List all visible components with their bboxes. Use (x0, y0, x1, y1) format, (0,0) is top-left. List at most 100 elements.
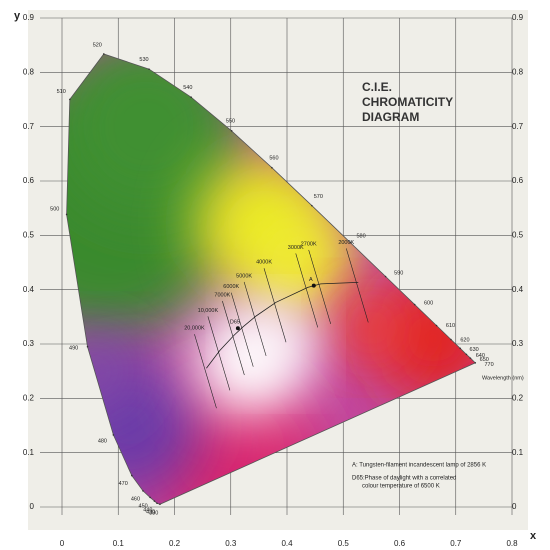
y-tick-label-right: 0.3 (512, 339, 524, 348)
wavelength-label: 430 (146, 510, 155, 516)
color-blob (336, 292, 407, 363)
wavelength-label: 590 (394, 270, 403, 276)
wavelength-label: 640 (476, 353, 485, 359)
isotemperature-line (263, 268, 287, 343)
locus-point (311, 204, 313, 207)
y-axis-label: y (14, 10, 21, 22)
wavelength-label: 530 (139, 57, 148, 63)
overlay: 0 0.1 0.2 0.3 0.4 0.5 0.6 0.7 0.8 0 0 0.1 0.1 0.2 0.2 0… (23, 13, 524, 548)
wavelength-label: 440 (143, 507, 152, 513)
locus-point (349, 241, 352, 244)
y-tick-label: 0.6 (23, 176, 35, 185)
y-tick-label-right: 0.2 (512, 393, 524, 402)
note: colour temperature of 6500 K (362, 484, 440, 490)
wavelength-label: 600 (424, 301, 433, 307)
y-tick-label: 0.1 (23, 448, 35, 457)
wavelength-label: 460 (131, 497, 140, 503)
isotemperature-line (207, 316, 231, 391)
locus-point (112, 434, 115, 436)
y-tick-label-right: 0.8 (512, 67, 524, 76)
wavelength-axis-label: Wavelength (nm) (482, 375, 524, 381)
y-tick-label: 0.9 (23, 13, 35, 22)
isotemperature-line (243, 281, 267, 357)
y-tick-label: 0.4 (23, 285, 35, 294)
spectral-locus (66, 53, 476, 505)
temperature-label: 3000K (288, 245, 304, 251)
y-tick-label-right: 0.7 (512, 122, 524, 131)
wavelength-label: 650 (480, 357, 489, 363)
locus-point (230, 130, 233, 132)
planckian-locus (206, 282, 359, 369)
y-tick-label: 0.5 (23, 230, 35, 239)
isotemperature-line (230, 292, 254, 367)
x-tick-label: 0 (60, 539, 65, 548)
wavelength-label: 490 (69, 345, 78, 351)
temperature-label: 10,000K (198, 308, 219, 314)
x-tick-label: 0.1 (113, 539, 125, 548)
y-tick-label: 0.2 (23, 393, 35, 402)
isotemperature-line (295, 253, 319, 328)
temperature-label: 2000K (338, 240, 354, 246)
y-tick-label: 0 (30, 502, 35, 511)
color-blob (240, 309, 311, 379)
isotemperature-line (345, 248, 369, 323)
locus-point (156, 502, 158, 505)
x-tick-label: 0.6 (394, 539, 406, 548)
locus-point (86, 345, 89, 348)
y-tick-label: 0.7 (23, 122, 35, 131)
y-tick-label-right: 0.5 (512, 230, 524, 239)
title-line: CHROMATICITY (362, 95, 453, 109)
wavelength-label: 500 (50, 207, 59, 213)
temperature-label: 2700K (301, 241, 317, 247)
y-tick-label: 0.8 (23, 67, 35, 76)
isotemperature-line (194, 334, 217, 409)
wavelength-label: 560 (269, 155, 278, 161)
locus-point (153, 500, 156, 502)
wavelength-label: 520 (93, 43, 102, 49)
x-tick-label: 0.5 (338, 539, 350, 548)
locus-point (474, 362, 477, 364)
wavelength-label: 540 (183, 85, 192, 91)
y-tick-label-right: 0.4 (512, 285, 524, 294)
title-line: DIAGRAM (362, 110, 419, 124)
wavelength-label: 570 (314, 194, 323, 200)
y-tick-label-right: 0 (512, 502, 517, 511)
temperature-label: 20,000K (184, 326, 205, 332)
note: D65:Phase of daylight with a correlated (352, 476, 456, 482)
temperature-label: 7000K (214, 292, 230, 298)
wavelength-label: 480 (98, 439, 107, 445)
y-tick-label-right: 0.1 (512, 448, 524, 457)
reference-label: D65 (230, 320, 240, 326)
wavelength-label: 620 (460, 338, 469, 344)
locus-point (469, 357, 472, 359)
locus-point (450, 338, 452, 341)
temperature-label: 5000K (236, 273, 252, 279)
wavelength-label: 610 (446, 323, 455, 329)
wavelength-label: 770 (485, 362, 494, 368)
locus-point (65, 213, 68, 216)
reference-point (235, 326, 240, 331)
x-axis-label: x (530, 530, 537, 542)
temperature-label: 6000K (223, 284, 239, 290)
wavelength-label: 550 (226, 118, 235, 124)
x-tick-label: 0.3 (225, 539, 237, 548)
wavelength-label: 630 (470, 347, 479, 353)
wavelength-label: 380 (149, 511, 158, 517)
isotemperature-line (308, 249, 331, 324)
locus-point (142, 490, 144, 492)
isotemperature-line (222, 300, 245, 376)
x-tick-label: 0.7 (450, 539, 462, 548)
note: A: Tungsten-filament incandescent lamp o… (352, 463, 486, 469)
wavelength-label: 510 (57, 89, 66, 95)
locus-point (413, 303, 416, 306)
y-tick-label-right: 0.6 (512, 176, 524, 185)
wavelength-label: 450 (139, 504, 148, 510)
wavelength-label: 470 (119, 481, 128, 487)
locus-point (69, 98, 71, 101)
locus-point (465, 353, 468, 356)
locus-point (435, 324, 438, 327)
x-tick-label: 0.4 (281, 539, 293, 548)
x-tick-label: 0.8 (506, 539, 518, 548)
